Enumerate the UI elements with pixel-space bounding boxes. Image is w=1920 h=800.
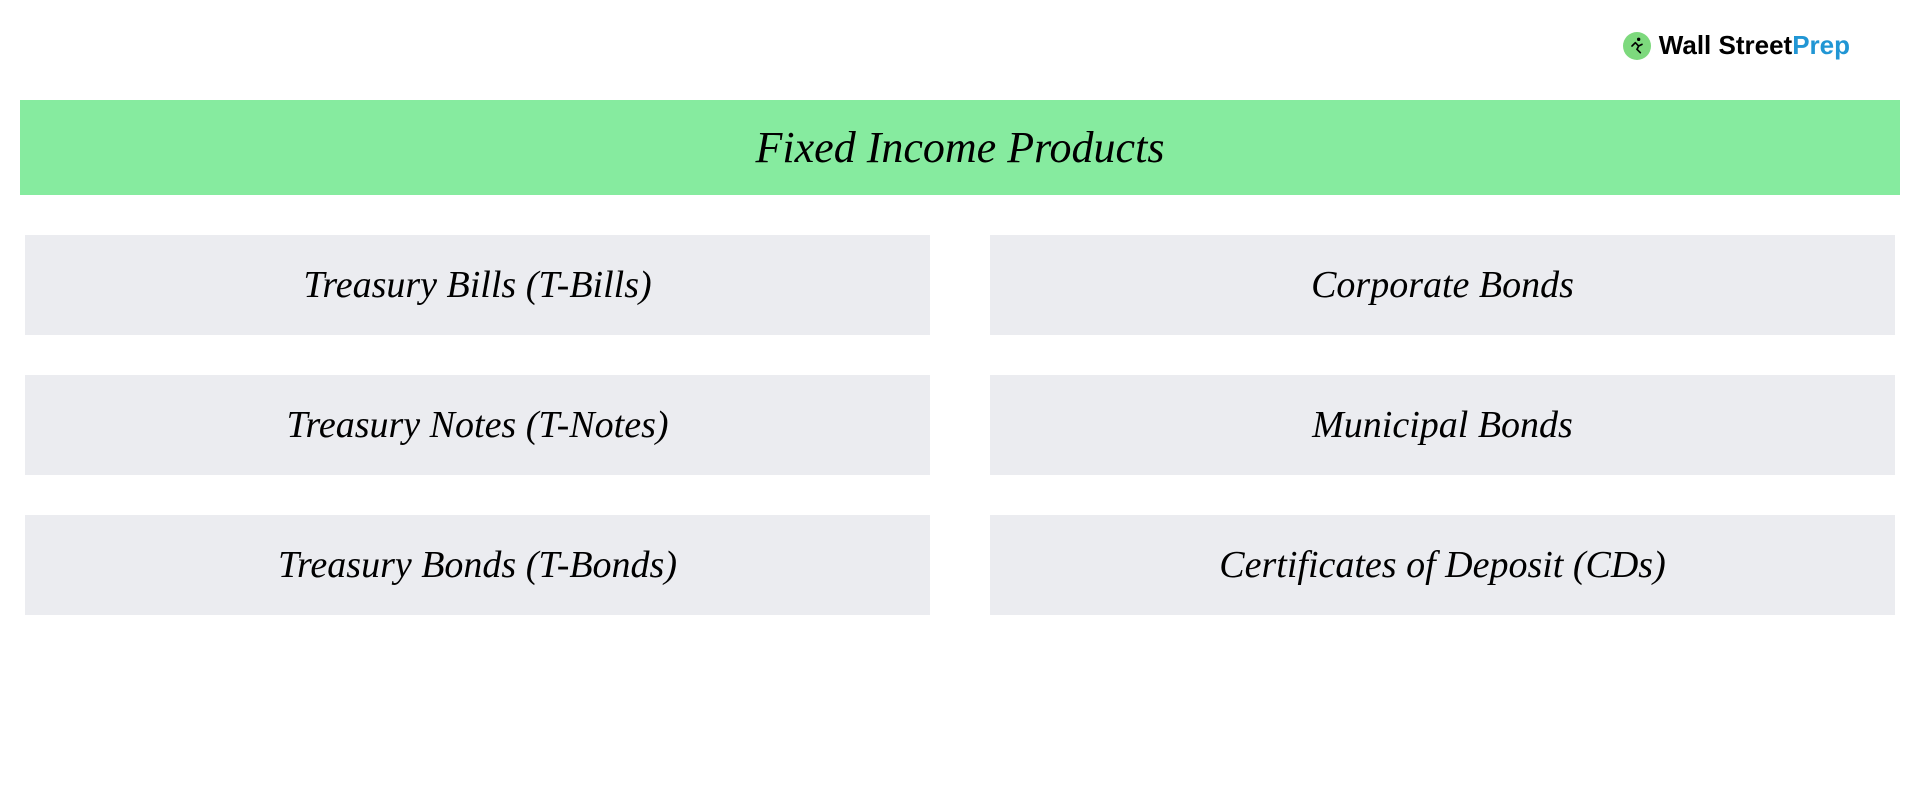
product-cell: Treasury Bonds (T-Bonds): [25, 515, 930, 615]
header-title: Fixed Income Products: [20, 100, 1900, 195]
product-cell: Municipal Bonds: [990, 375, 1895, 475]
product-cell: Treasury Notes (T-Notes): [25, 375, 930, 475]
logo-text-prep: Prep: [1792, 30, 1850, 60]
product-cell: Certificates of Deposit (CDs): [990, 515, 1895, 615]
logo-icon: [1623, 32, 1651, 60]
logo-text: Wall StreetPrep: [1659, 30, 1850, 61]
main-container: Fixed Income Products Treasury Bills (T-…: [0, 0, 1920, 615]
product-cell: Treasury Bills (T-Bills): [25, 235, 930, 335]
logo-text-wallstreet: Wall Street: [1659, 30, 1792, 60]
brand-logo: Wall StreetPrep: [1623, 30, 1850, 61]
product-cell: Corporate Bonds: [990, 235, 1895, 335]
products-grid: Treasury Bills (T-Bills) Corporate Bonds…: [20, 235, 1900, 615]
running-person-icon: [1627, 36, 1647, 56]
